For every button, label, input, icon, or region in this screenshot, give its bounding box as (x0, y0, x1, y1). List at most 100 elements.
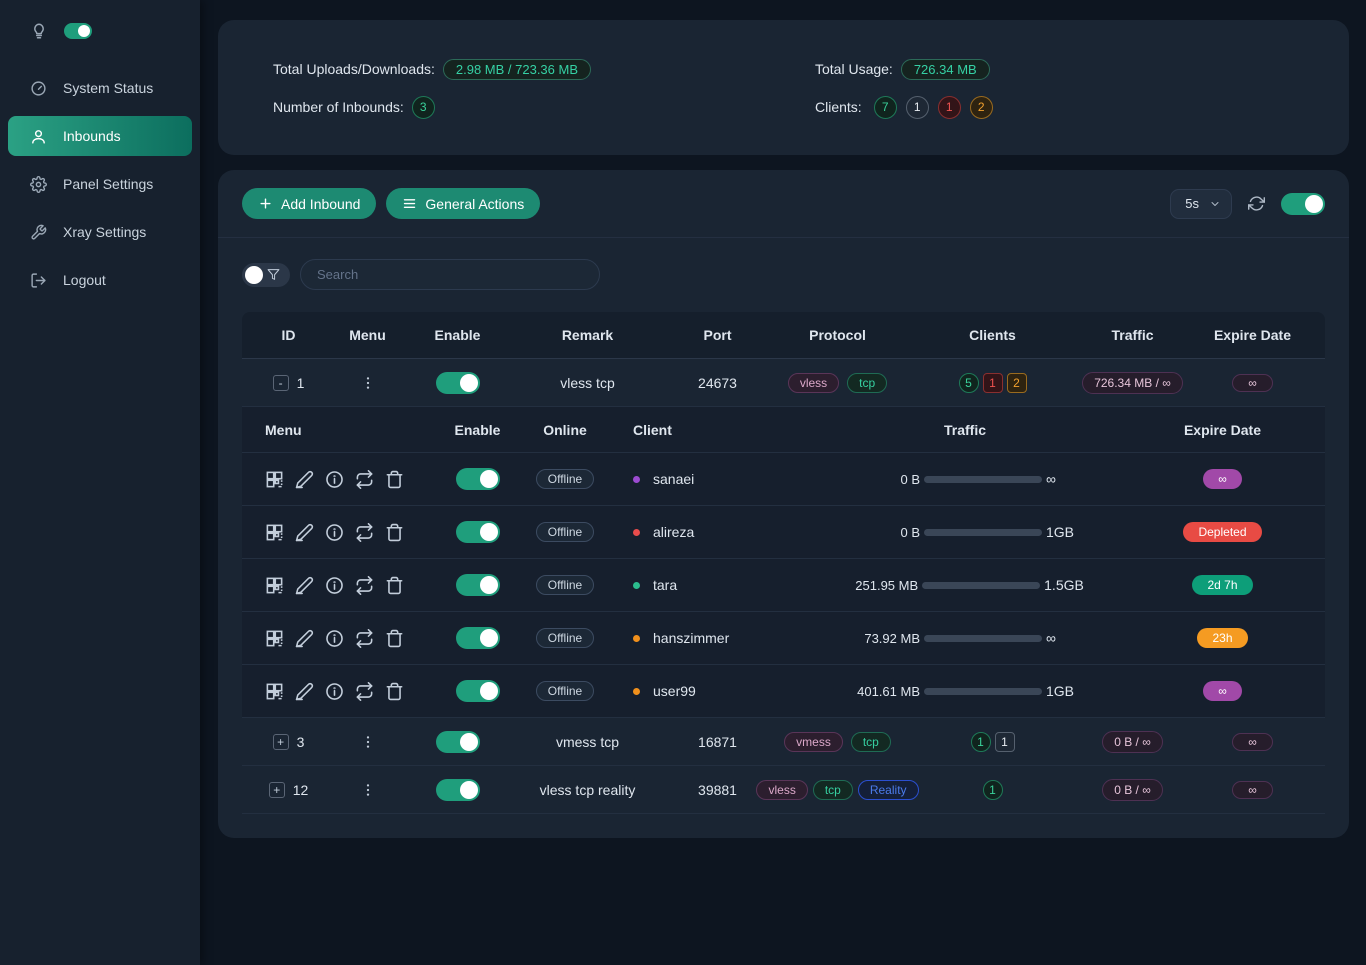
protocol-tag: tcp (850, 731, 891, 752)
reset-traffic-icon[interactable] (355, 681, 374, 701)
clients-online-badge: 7 (873, 95, 897, 119)
edit-icon[interactable] (295, 629, 314, 648)
traffic-bar (922, 581, 1041, 589)
ccol-online: Online (543, 421, 587, 438)
delete-icon[interactable] (385, 523, 404, 542)
qr-code-icon[interactable] (265, 682, 284, 701)
user-icon (30, 128, 47, 145)
client-enable-toggle[interactable] (455, 680, 500, 702)
info-icon[interactable] (325, 576, 344, 595)
inbound-id: 3 (296, 733, 305, 750)
filter-toggle[interactable] (242, 262, 290, 287)
info-icon[interactable] (325, 523, 344, 542)
client-enable-toggle[interactable] (455, 468, 500, 490)
traffic-used: 251.95 MB (855, 577, 919, 593)
inbound-id: 12 (292, 781, 309, 798)
sidebar-item-xray-settings[interactable]: Xray Settings (8, 212, 192, 252)
theme-row (0, 0, 200, 50)
inbound-traffic: 0 B / ∞ (1102, 730, 1163, 753)
inbound-remark: vless tcp reality (539, 781, 636, 798)
delete-icon[interactable] (385, 470, 404, 489)
inbound-port: 39881 (698, 781, 737, 798)
refresh-interval-select[interactable]: 5s (1170, 188, 1232, 219)
col-remark: Remark (561, 327, 614, 343)
plus-icon (258, 196, 273, 211)
edit-icon[interactable] (295, 576, 314, 595)
sidebar-item-logout[interactable]: Logout (8, 260, 192, 300)
edit-icon[interactable] (295, 523, 314, 542)
inbound-traffic: 0 B / ∞ (1102, 778, 1163, 801)
qr-code-icon[interactable] (265, 470, 284, 489)
traffic-bar (924, 687, 1042, 695)
delete-icon[interactable] (385, 576, 404, 595)
client-expire-badge: Depleted (1183, 522, 1262, 542)
general-actions-label: General Actions (425, 195, 525, 212)
ccol-menu: Menu (265, 421, 302, 438)
client-row: Offline hanszimmer 73.92 MB ∞ 23h (242, 612, 1325, 665)
col-port: Port (703, 327, 732, 343)
sidebar-item-system-status[interactable]: System Status (8, 68, 192, 108)
traffic-bar (924, 475, 1042, 483)
reset-traffic-icon[interactable] (355, 575, 374, 595)
auto-refresh-toggle[interactable] (1281, 192, 1325, 215)
filter-toggle-knob (245, 265, 263, 284)
client-actions (265, 469, 404, 489)
inbound-expire: ∞ (1232, 780, 1273, 799)
qr-code-icon[interactable] (265, 523, 284, 542)
traffic-bar (924, 634, 1042, 642)
delete-icon[interactable] (385, 682, 404, 701)
add-inbound-button[interactable]: Add Inbound (242, 188, 377, 219)
theme-toggle[interactable] (64, 23, 92, 39)
edit-icon[interactable] (295, 682, 314, 701)
sidebar-item-panel-settings[interactable]: Panel Settings (8, 164, 192, 204)
ccol-expire: Expire Date (1183, 421, 1262, 438)
client-expire-badge: 2d 7h (1192, 575, 1253, 595)
stat-inbounds: Number of Inbounds: 3 (273, 95, 815, 119)
col-protocol: Protocol (809, 327, 866, 343)
client-enable-toggle[interactable] (455, 627, 500, 649)
info-icon[interactable] (325, 629, 344, 648)
client-row: Offline tara 251.95 MB 1.5GB 2d 7h (242, 559, 1325, 612)
logout-icon (30, 272, 47, 289)
clients-depleted-badge: 1 (937, 95, 961, 119)
traffic-limit: 1.5GB (1044, 577, 1084, 593)
client-name: alireza (653, 524, 695, 540)
row-menu-icon[interactable] (360, 782, 376, 798)
stats-card: Total Uploads/Downloads: 2.98 MB / 723.3… (218, 20, 1349, 155)
online-status-badge: Offline (535, 681, 595, 701)
online-status-badge: Offline (535, 575, 595, 595)
collapse-button[interactable]: - (272, 374, 289, 391)
reset-traffic-icon[interactable] (355, 469, 374, 489)
protocol-tag: tcp (847, 372, 888, 393)
inbound-enable-toggle[interactable] (435, 730, 480, 753)
client-enable-toggle[interactable] (455, 574, 500, 596)
delete-icon[interactable] (385, 629, 404, 648)
lightbulb-icon (30, 22, 48, 40)
sidebar-item-label: Inbounds (63, 128, 121, 144)
inbound-enable-toggle[interactable] (435, 778, 480, 801)
reset-traffic-icon[interactable] (355, 522, 374, 542)
row-menu-icon[interactable] (360, 734, 376, 750)
expand-button[interactable]: + (272, 733, 289, 750)
edit-icon[interactable] (295, 470, 314, 489)
col-menu: Menu (349, 327, 386, 343)
client-enable-toggle[interactable] (455, 521, 500, 543)
sidebar-item-inbounds[interactable]: Inbounds (8, 116, 192, 156)
col-enable: Enable (434, 327, 481, 343)
client-row: Offline sanaei 0 B ∞ ∞ (242, 453, 1325, 506)
info-icon[interactable] (325, 470, 344, 489)
general-actions-button[interactable]: General Actions (386, 188, 541, 219)
refresh-icon[interactable] (1248, 195, 1265, 212)
gauge-icon (30, 80, 47, 97)
qr-code-icon[interactable] (265, 629, 284, 648)
info-icon[interactable] (325, 682, 344, 701)
expand-button[interactable]: + (268, 781, 285, 798)
inbound-enable-toggle[interactable] (435, 371, 480, 394)
gear-icon (30, 175, 47, 193)
client-dot (633, 687, 640, 695)
qr-code-icon[interactable] (265, 576, 284, 595)
row-menu-icon[interactable] (360, 375, 376, 391)
reset-traffic-icon[interactable] (355, 628, 374, 648)
search-input[interactable] (300, 259, 600, 290)
